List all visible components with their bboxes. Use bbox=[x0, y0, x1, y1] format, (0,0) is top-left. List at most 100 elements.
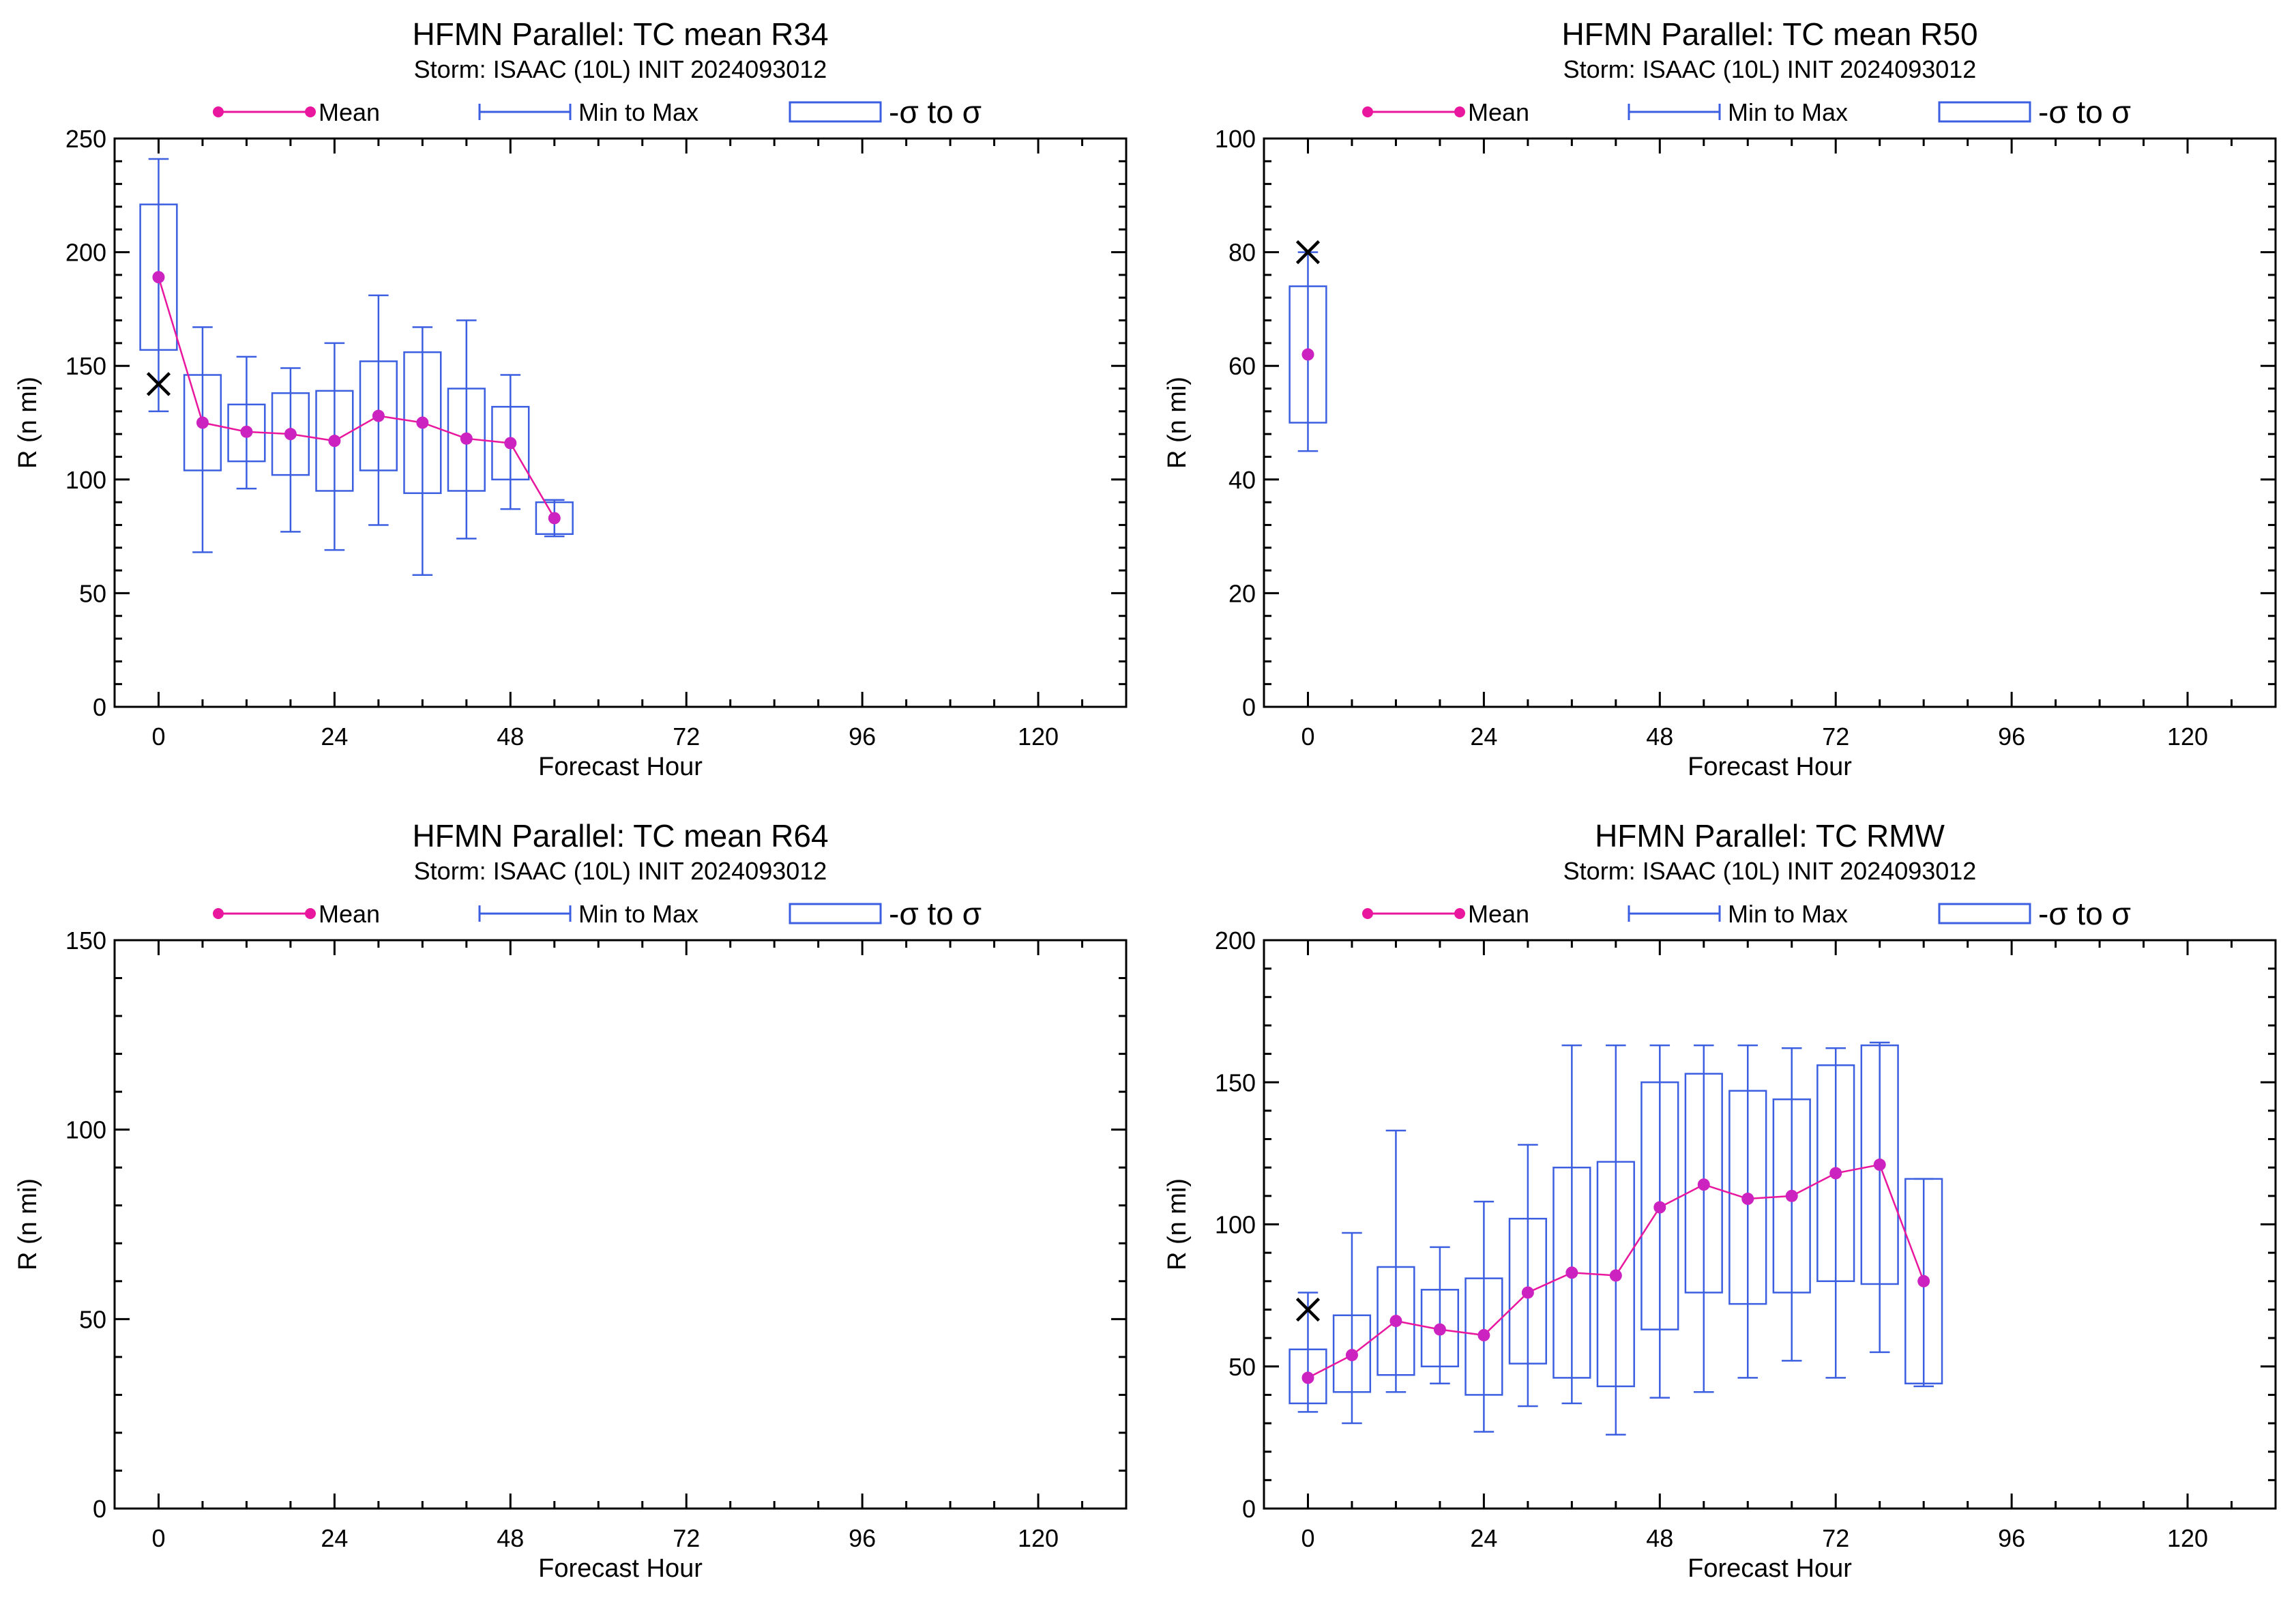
mean-point bbox=[240, 425, 253, 438]
observed-stroke bbox=[1295, 1297, 1321, 1322]
mean-point bbox=[328, 435, 341, 448]
mean-point bbox=[1477, 1328, 1490, 1341]
mean-point bbox=[1301, 1371, 1314, 1384]
x-tick-label: 24 bbox=[321, 723, 348, 751]
forecast-box-36 bbox=[1552, 1044, 1591, 1405]
x-tick-label: 120 bbox=[2167, 1524, 2208, 1552]
sigma-box bbox=[403, 351, 442, 495]
chart-title: HFMN Parallel: TC mean R64 bbox=[412, 818, 828, 854]
y-tick-label: 50 bbox=[79, 579, 106, 607]
chart-title: HFMN Parallel: TC mean R34 bbox=[412, 16, 828, 52]
mean-point bbox=[1565, 1266, 1578, 1279]
y-tick-label: 50 bbox=[79, 1305, 106, 1333]
legend: Mean Min to Max -σ to σ bbox=[213, 94, 982, 130]
forecast-box-6 bbox=[183, 326, 222, 553]
legend-sigma-label: -σ to σ bbox=[2038, 896, 2131, 931]
sigma-box bbox=[359, 360, 398, 471]
chart-panel-r34: HFMN Parallel: TC mean R34 Storm: ISAAC (… bbox=[14, 16, 1128, 781]
x-tick-label: 0 bbox=[151, 1524, 165, 1552]
mean-point bbox=[1521, 1286, 1534, 1299]
mean-point bbox=[1301, 348, 1314, 361]
y-tick-label: 40 bbox=[1228, 466, 1256, 494]
legend-sigma-label: -σ to σ bbox=[889, 896, 982, 931]
x-axis-label: Forecast Hour bbox=[1688, 753, 1852, 781]
mean-point bbox=[372, 409, 385, 422]
x-tick-label: 72 bbox=[673, 723, 700, 751]
plot-frame bbox=[1263, 939, 2277, 1510]
mean-point bbox=[1873, 1159, 1886, 1171]
legend-mean-marker bbox=[1454, 106, 1465, 117]
y-tick-label: 150 bbox=[65, 927, 106, 955]
forecast-box-42 bbox=[1596, 1044, 1635, 1436]
sigma-box bbox=[1860, 1044, 1899, 1285]
x-tick-label: 96 bbox=[849, 1524, 876, 1552]
y-tick-label: 60 bbox=[1228, 352, 1256, 380]
mean-point bbox=[1697, 1178, 1710, 1191]
x-tick-label: 120 bbox=[1018, 1524, 1059, 1552]
y-tick-label: 100 bbox=[65, 466, 106, 494]
x-tick-label: 120 bbox=[1018, 723, 1059, 751]
legend: Mean Min to Max -σ to σ bbox=[1362, 94, 2131, 130]
mean-point bbox=[1917, 1275, 1930, 1287]
y-axis-label: R (n mi) bbox=[1163, 1178, 1192, 1270]
forecast-box-54 bbox=[1684, 1044, 1723, 1393]
sigma-box bbox=[1465, 1277, 1503, 1396]
legend-minmax-label: Min to Max bbox=[1728, 900, 1848, 928]
legend-mean-marker bbox=[305, 908, 316, 919]
legend-sigma-box bbox=[1938, 903, 2031, 924]
legend: Mean Min to Max -σ to σ bbox=[1362, 896, 2131, 931]
forecast-box-66 bbox=[1772, 1047, 1811, 1362]
y-tick-label: 250 bbox=[65, 125, 106, 153]
forecast-box-72 bbox=[1816, 1047, 1855, 1379]
sigma-box bbox=[1332, 1314, 1372, 1393]
y-tick-label: 80 bbox=[1228, 239, 1256, 267]
forecast-box-48 bbox=[1640, 1044, 1679, 1399]
forecast-box-78 bbox=[1860, 1041, 1899, 1354]
forecast-box-18 bbox=[271, 367, 310, 533]
sigma-box bbox=[535, 501, 574, 536]
x-tick-label: 96 bbox=[1998, 723, 2025, 751]
mean-point bbox=[1785, 1189, 1798, 1202]
legend-mean-label: Mean bbox=[319, 900, 380, 928]
x-tick-label: 24 bbox=[1470, 1524, 1497, 1552]
sigma-box bbox=[315, 390, 354, 492]
legend-sigma-box bbox=[789, 903, 882, 924]
observed-marker bbox=[1295, 1297, 1321, 1322]
y-tick-label: 50 bbox=[1228, 1353, 1256, 1381]
chart-title: HFMN Parallel: TC mean R50 bbox=[1561, 16, 1977, 52]
forecast-box-60 bbox=[1728, 1044, 1767, 1379]
y-tick-label: 0 bbox=[1242, 693, 1256, 721]
x-tick-label: 120 bbox=[2167, 723, 2208, 751]
y-tick-label: 200 bbox=[65, 239, 106, 267]
sigma-box bbox=[1904, 1178, 1943, 1384]
x-tick-label: 24 bbox=[1470, 723, 1497, 751]
sigma-box bbox=[1289, 1348, 1327, 1405]
chart-title: HFMN Parallel: TC RMW bbox=[1595, 818, 1945, 854]
x-tick-label: 96 bbox=[849, 723, 876, 751]
legend-mean-label: Mean bbox=[1468, 900, 1529, 928]
mean-point bbox=[152, 271, 165, 284]
observed-marker bbox=[146, 372, 171, 396]
x-tick-label: 72 bbox=[1822, 1524, 1849, 1552]
y-tick-label: 0 bbox=[93, 693, 106, 721]
x-axis-label: Forecast Hour bbox=[538, 1554, 703, 1583]
sigma-box bbox=[1552, 1166, 1591, 1379]
x-tick-label: 48 bbox=[1646, 723, 1673, 751]
forecast-box-42 bbox=[447, 319, 486, 540]
sigma-box bbox=[1816, 1064, 1855, 1283]
y-tick-label: 100 bbox=[65, 1116, 106, 1144]
y-tick-label: 100 bbox=[1215, 1211, 1256, 1239]
observed-stroke bbox=[1295, 240, 1321, 265]
legend-mean-label: Mean bbox=[319, 98, 380, 126]
chart-panel-rmw: HFMN Parallel: TC RMW Storm: ISAAC (10L) … bbox=[1163, 818, 2277, 1583]
observed-stroke bbox=[146, 372, 171, 396]
y-tick-label: 20 bbox=[1228, 579, 1256, 607]
forecast-box-6 bbox=[1332, 1232, 1372, 1425]
legend: Mean Min to Max -σ to σ bbox=[213, 896, 982, 931]
chart-panel-r64: HFMN Parallel: TC mean R64 Storm: ISAAC (… bbox=[14, 818, 1128, 1583]
legend-minmax-label: Min to Max bbox=[578, 98, 698, 126]
x-tick-label: 0 bbox=[1301, 1524, 1314, 1552]
sigma-box bbox=[271, 392, 310, 476]
y-tick-label: 0 bbox=[1242, 1495, 1256, 1523]
